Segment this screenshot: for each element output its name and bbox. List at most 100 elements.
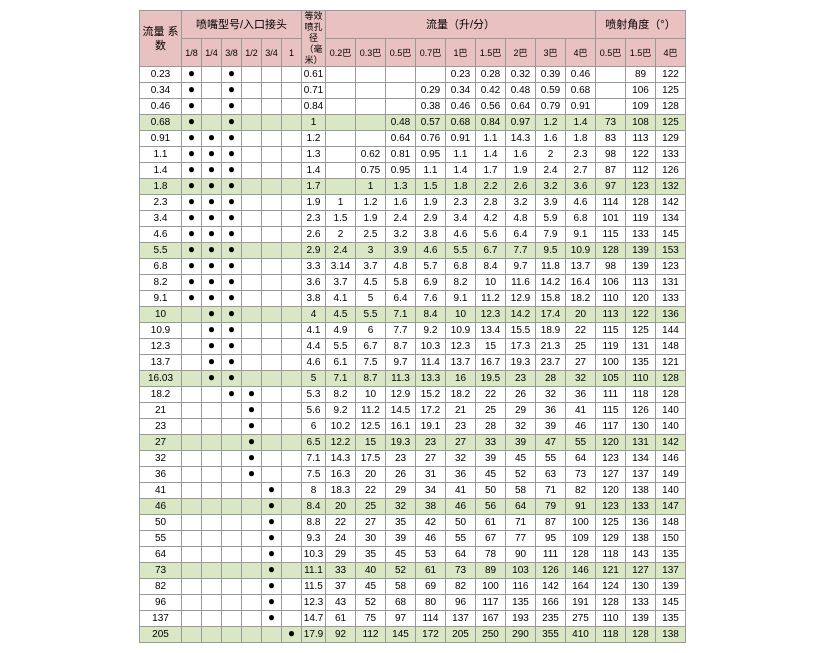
- dot-icon: ●: [208, 338, 215, 352]
- inlet-cell: ●: [262, 499, 282, 515]
- coef-cell: 36: [140, 467, 182, 483]
- inlet-cell: [202, 387, 222, 403]
- flow-cell: 12.5: [356, 419, 386, 435]
- flow-cell: 32: [536, 387, 566, 403]
- flow-cell: 32: [566, 371, 596, 387]
- flow-cell: 92: [326, 627, 356, 643]
- inlet-cell: [282, 115, 302, 131]
- flow-cell: 10: [476, 275, 506, 291]
- table-row: 12.3●●4.45.56.78.710.312.31517.321.32511…: [140, 339, 686, 355]
- inlet-cell: [242, 211, 262, 227]
- flow-cell: 2.4: [536, 163, 566, 179]
- flow-cell: 61: [326, 611, 356, 627]
- flow-cell: 52: [506, 467, 536, 483]
- inlet-cell: ●: [202, 339, 222, 355]
- flow-cell: 2.8: [476, 195, 506, 211]
- orifice-cell: 7.1: [302, 451, 326, 467]
- inlet-cell: ●: [222, 243, 242, 259]
- flow-cell: 3.6: [566, 179, 596, 195]
- spray-cell: 131: [626, 435, 656, 451]
- flow-cell: 35: [356, 547, 386, 563]
- inlet-cell: [202, 451, 222, 467]
- flow-cell: 0.39: [536, 67, 566, 83]
- spray-cell: 110: [626, 371, 656, 387]
- inlet-cell: [262, 131, 282, 147]
- coef-cell: 82: [140, 579, 182, 595]
- inlet-cell: ●: [182, 211, 202, 227]
- coef-cell: 50: [140, 515, 182, 531]
- flow-cell: 1.8: [566, 131, 596, 147]
- flow-sub-6: 2巴: [506, 39, 536, 67]
- spray-cell: 145: [656, 595, 686, 611]
- inlet-cell: [182, 403, 202, 419]
- flow-cell: 27: [356, 515, 386, 531]
- spray-cell: 138: [626, 483, 656, 499]
- coef-cell: 0.46: [140, 99, 182, 115]
- flow-cell: 40: [356, 563, 386, 579]
- dot-icon: ●: [188, 98, 195, 112]
- inlet-cell: ●: [202, 323, 222, 339]
- inlet-cell: [282, 291, 302, 307]
- flow-cell: 89: [476, 563, 506, 579]
- inlet-cell: [202, 547, 222, 563]
- orifice-cell: 4.6: [302, 355, 326, 371]
- spray-cell: 142: [656, 195, 686, 211]
- inlet-cell: ●: [202, 163, 222, 179]
- spray-cell: 135: [626, 355, 656, 371]
- table-row: 0.46●●0.840.380.460.560.640.790.91109128: [140, 99, 686, 115]
- flow-cell: 45: [476, 467, 506, 483]
- flow-cell: 14.3: [506, 131, 536, 147]
- inlet-cell: [282, 451, 302, 467]
- inlet-cell: [242, 179, 262, 195]
- flow-cell: 73: [446, 563, 476, 579]
- inlet-cell: [242, 323, 262, 339]
- flow-cell: 55: [446, 531, 476, 547]
- inlet-cell: [222, 611, 242, 627]
- flow-cell: 145: [386, 627, 416, 643]
- spray-cell: 83: [596, 131, 626, 147]
- flow-cell: [386, 83, 416, 99]
- inlet-cell: ●: [242, 387, 262, 403]
- inlet-cell: ●: [222, 83, 242, 99]
- inlet-cell: [262, 291, 282, 307]
- flow-cell: 3.7: [326, 275, 356, 291]
- coef-cell: 46: [140, 499, 182, 515]
- dot-icon: ●: [268, 610, 275, 624]
- flow-cell: 10.9: [446, 323, 476, 339]
- dot-icon: ●: [208, 194, 215, 208]
- spray-cell: 123: [596, 451, 626, 467]
- inlet-cell: [242, 499, 262, 515]
- dot-icon: ●: [188, 290, 195, 304]
- table-row: 6.8●●●3.33.143.74.85.76.88.49.711.813.79…: [140, 259, 686, 275]
- spray-cell: 113: [626, 131, 656, 147]
- flow-cell: 28: [536, 371, 566, 387]
- table-row: 5.5●●●2.92.433.94.65.56.77.79.510.912813…: [140, 243, 686, 259]
- orifice-cell: 8: [302, 483, 326, 499]
- flow-cell: 117: [476, 595, 506, 611]
- flow-cell: 15.8: [536, 291, 566, 307]
- flow-cell: 0.81: [386, 147, 416, 163]
- flow-cell: 3.14: [326, 259, 356, 275]
- flow-cell: [326, 147, 356, 163]
- spray-cell: [596, 67, 626, 83]
- flow-cell: [326, 99, 356, 115]
- flow-cell: [326, 83, 356, 99]
- coef-cell: 0.91: [140, 131, 182, 147]
- flow-cell: 4.6: [566, 195, 596, 211]
- inlet-cell: [242, 291, 262, 307]
- table-row: 2.3●●●1.911.21.61.92.32.83.23.94.6114128…: [140, 195, 686, 211]
- spray-cell: 148: [656, 515, 686, 531]
- inlet-cell: [222, 403, 242, 419]
- inlet-cell: [262, 115, 282, 131]
- spray-cell: 125: [656, 115, 686, 131]
- spray-cell: 123: [596, 499, 626, 515]
- flow-cell: 7.7: [386, 323, 416, 339]
- inlet-cell: [182, 595, 202, 611]
- spray-cell: 153: [656, 243, 686, 259]
- inlet-cell: [282, 611, 302, 627]
- coef-cell: 10: [140, 307, 182, 323]
- inlet-cell: [202, 499, 222, 515]
- flow-cell: 8.2: [446, 275, 476, 291]
- flow-cell: 166: [536, 595, 566, 611]
- flow-cell: 61: [416, 563, 446, 579]
